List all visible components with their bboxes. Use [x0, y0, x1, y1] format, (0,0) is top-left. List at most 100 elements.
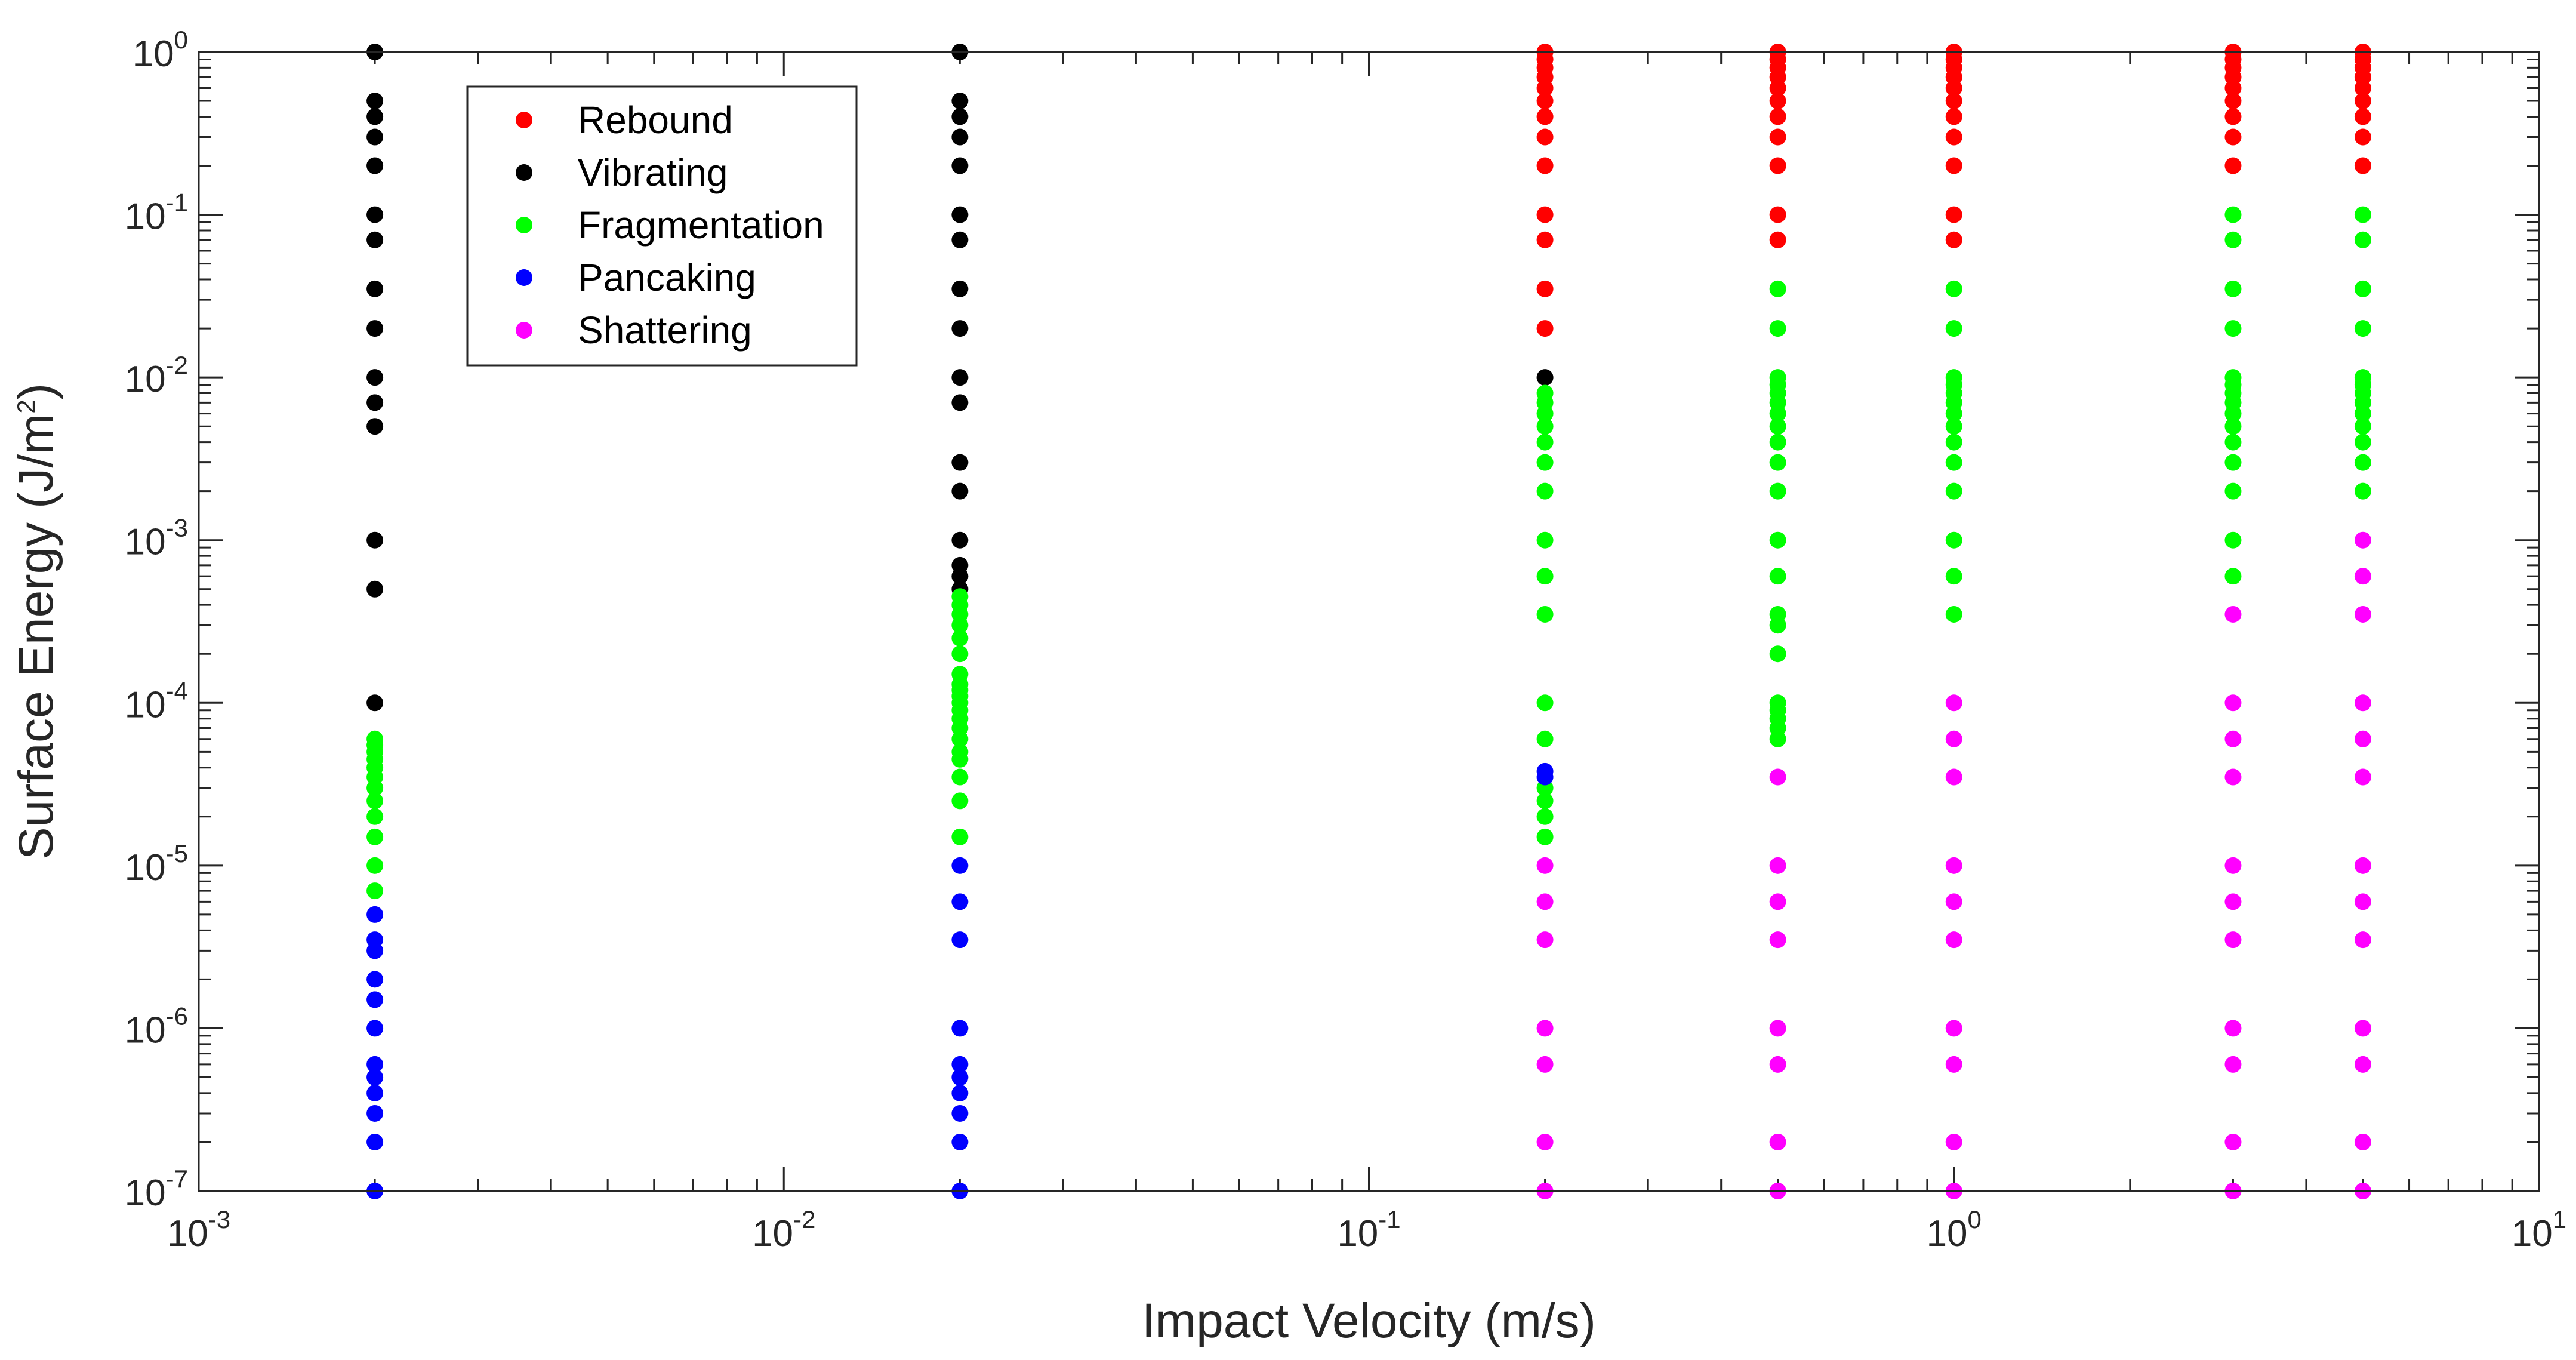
data-point [2354, 568, 2371, 585]
data-point [1945, 1133, 1962, 1150]
data-point [1536, 280, 1554, 297]
data-point [1536, 531, 1554, 549]
data-point [2354, 157, 2371, 174]
data-point [1536, 768, 1554, 786]
data-point [2354, 320, 2371, 337]
data-point [2224, 482, 2242, 500]
data-point [951, 108, 969, 125]
data-point [2224, 605, 2242, 623]
data-points [366, 44, 2371, 1199]
data-point [951, 857, 969, 874]
data-point [2224, 730, 2242, 747]
data-point [1769, 128, 1786, 146]
data-point [2224, 93, 2242, 110]
legend-marker-vibrating [516, 164, 532, 181]
y-axis-label-close: ) [9, 383, 63, 399]
data-point [1945, 605, 1962, 623]
y-tick-label: 10-6 [125, 1002, 188, 1051]
data-point [2224, 433, 2242, 451]
data-point [2224, 931, 2242, 949]
data-point [951, 280, 969, 297]
data-point [951, 394, 969, 411]
series-rebound [1536, 44, 2371, 337]
data-point [366, 580, 384, 598]
data-point [2354, 433, 2371, 451]
data-point [1536, 369, 1554, 386]
data-point [366, 394, 384, 411]
data-point [1945, 418, 1962, 435]
data-point [951, 93, 969, 110]
data-point [366, 108, 384, 125]
data-point [951, 128, 969, 146]
data-point [2224, 694, 2242, 712]
data-point [2224, 405, 2242, 422]
data-point [1769, 280, 1786, 297]
data-point [1769, 108, 1786, 125]
data-point [366, 857, 384, 874]
data-point [1536, 730, 1554, 747]
data-point [1536, 808, 1554, 825]
x-tick-label: 101 [2512, 1205, 2566, 1254]
data-point [2354, 405, 2371, 422]
data-point [1945, 568, 1962, 585]
data-point [2224, 857, 2242, 874]
data-point [1536, 93, 1554, 110]
data-point [2224, 1020, 2242, 1037]
data-point [2354, 1133, 2371, 1150]
data-point [1945, 1020, 1962, 1037]
legend-label-shattering: Shattering [578, 309, 752, 352]
data-point [1536, 931, 1554, 949]
legend-marker-rebound [516, 112, 532, 128]
data-point [2354, 730, 2371, 747]
data-point [2354, 231, 2371, 248]
y-tick-labels: 10-7 10-6 10-5 10-4 10-3 10-2 10-1 100 [125, 26, 188, 1214]
data-point [951, 750, 969, 768]
data-point [1945, 280, 1962, 297]
data-point [366, 531, 384, 549]
data-point [1769, 482, 1786, 500]
legend-marker-pancaking [516, 269, 532, 286]
data-point [366, 157, 384, 174]
y-tick-label: 10-7 [125, 1165, 188, 1214]
data-point [1536, 568, 1554, 585]
y-tick-label: 10-5 [125, 839, 188, 888]
data-point [1945, 1056, 1962, 1073]
data-point [2354, 768, 2371, 786]
data-point [2224, 206, 2242, 223]
data-point [1945, 694, 1962, 712]
data-point [2224, 454, 2242, 471]
data-point [1769, 531, 1786, 549]
data-point [2354, 694, 2371, 712]
data-point [366, 369, 384, 386]
data-point [1536, 157, 1554, 174]
data-point [1769, 768, 1786, 786]
data-point [1536, 893, 1554, 910]
data-point [1945, 79, 1962, 97]
data-point [1536, 482, 1554, 500]
data-point [951, 1069, 969, 1086]
data-point [951, 206, 969, 223]
data-point [2354, 418, 2371, 435]
data-point [1536, 108, 1554, 125]
y-axis-label-exponent: 2 [12, 399, 40, 413]
data-point [366, 320, 384, 337]
data-point [1536, 454, 1554, 471]
data-point [2354, 531, 2371, 549]
data-point [951, 568, 969, 585]
data-point [1769, 454, 1786, 471]
data-point [1945, 893, 1962, 910]
data-point [1536, 605, 1554, 623]
data-point [2354, 128, 2371, 146]
data-point [951, 645, 969, 663]
data-point [2354, 605, 2371, 623]
data-point [1536, 433, 1554, 451]
data-point [2224, 108, 2242, 125]
data-point [1536, 128, 1554, 146]
data-point [1536, 1056, 1554, 1073]
data-point [951, 1133, 969, 1150]
data-point [1769, 433, 1786, 451]
data-point [2354, 454, 2371, 471]
x-tick-labels: 10-3 10-2 10-1 100 101 [167, 1205, 2566, 1254]
data-point [1769, 157, 1786, 174]
series-shattering [1536, 531, 2371, 1199]
